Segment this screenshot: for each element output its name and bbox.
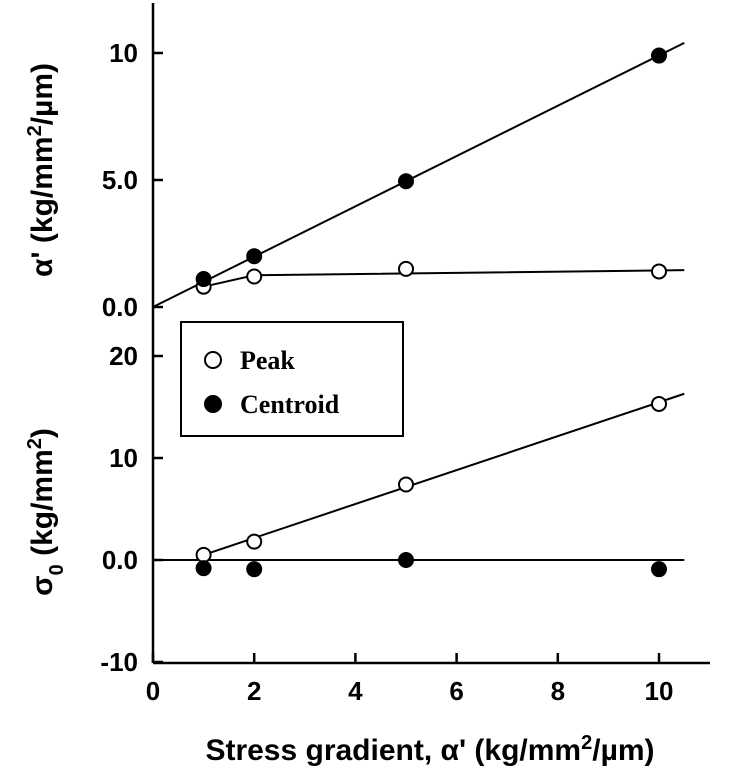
legend: Peak Centroid (180, 321, 404, 437)
x-tick-label: 0 (146, 676, 160, 706)
y-tick-label: 0.0 (102, 545, 138, 575)
top-centroid-point (195, 271, 212, 288)
x-tick-label: 2 (247, 676, 261, 706)
y-tick-label: 5.0 (102, 165, 138, 195)
legend-peak-label: Peak (240, 346, 295, 375)
bottom-centroid-point (651, 561, 667, 578)
x-axis-label: Stress gradient, α' (kg/mm2/µm) (205, 732, 654, 767)
legend-centroid-label: Centroid (240, 390, 340, 419)
top-peak-point (246, 268, 263, 285)
legend-centroid-marker (204, 395, 222, 413)
legend-peak-marker (204, 351, 222, 369)
top-y-axis-label: α' (kg/mm2/µm) (24, 63, 59, 277)
top-centroid-point (651, 47, 667, 64)
top-peak-point (398, 260, 414, 277)
top-centroid-fit-line (152, 41, 685, 308)
fit-lines (152, 41, 685, 561)
bottom-centroid-point (195, 560, 212, 577)
bottom-peak-point (398, 476, 414, 493)
top-peak-fit-line (203, 269, 685, 288)
top-centroid-point (398, 173, 414, 190)
y-tick-label: 20 (109, 341, 138, 371)
x-tick-label: 8 (551, 676, 565, 706)
top-y-ticks: 0.0 5.0 10 (102, 38, 163, 322)
y-tick-label: 0.0 (102, 292, 138, 322)
x-tick-label: 6 (449, 676, 463, 706)
top-centroid-point (246, 248, 263, 265)
bottom-peak-point (651, 395, 667, 412)
bottom-peak-point (246, 533, 263, 550)
y-tick-label: 10 (109, 38, 138, 68)
data-markers (195, 47, 667, 578)
x-ticks: 0 2 4 6 8 10 (146, 653, 674, 706)
top-peak-point (651, 263, 667, 280)
bottom-centroid-point (246, 561, 263, 578)
y-tick-label: 10 (109, 443, 138, 473)
x-tick-label: 4 (348, 676, 363, 706)
bottom-centroid-point (398, 552, 414, 568)
legend-box (180, 321, 404, 437)
bottom-peak-fit-line (203, 392, 685, 556)
axes-frame (151, 3, 710, 665)
bottom-y-ticks: -10 0.0 10 20 (100, 341, 163, 677)
bottom-peak-point (195, 546, 212, 563)
x-tick-label: 10 (645, 676, 674, 706)
y-tick-label: -10 (100, 647, 138, 677)
bottom-y-axis-label: σ0 (kg/mm2) (24, 428, 68, 596)
